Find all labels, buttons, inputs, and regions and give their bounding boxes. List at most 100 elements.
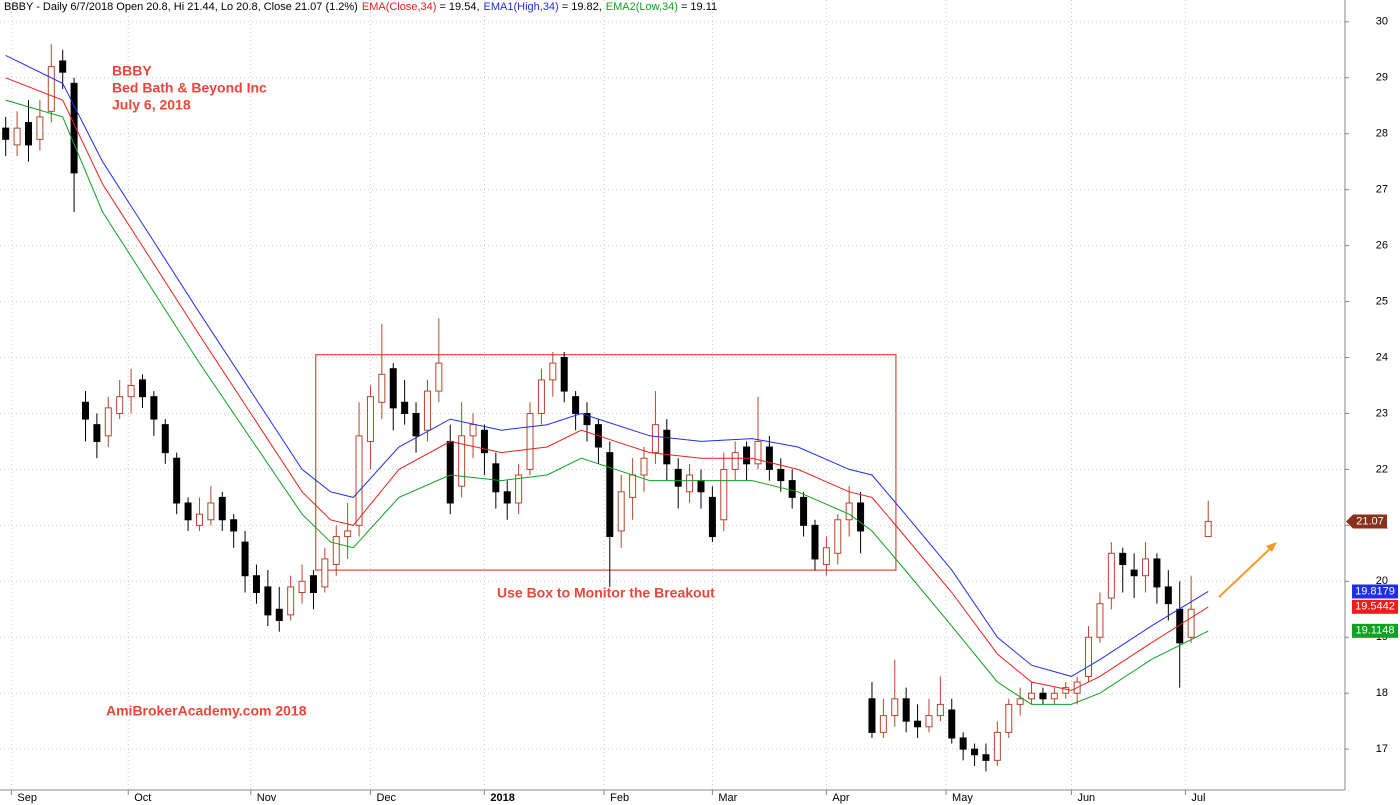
x-tick-label: Dec	[376, 792, 396, 804]
candle-body	[298, 580, 306, 593]
candle-body	[492, 463, 500, 493]
candle-body	[435, 362, 443, 392]
candle-body	[686, 474, 694, 493]
candle-body	[1153, 558, 1161, 588]
y-tick-label: 23	[1376, 407, 1388, 419]
candle-body	[1096, 603, 1104, 638]
candle-body	[150, 396, 158, 420]
candle-body	[879, 715, 887, 733]
candle-body	[868, 698, 876, 733]
candle-body	[800, 496, 808, 526]
candle-body	[412, 412, 420, 437]
monitor-box	[315, 354, 897, 571]
x-tick-label: Jun	[1077, 792, 1095, 804]
candle-body	[674, 468, 682, 487]
candle-body	[743, 446, 751, 465]
arrow	[1218, 544, 1275, 598]
candle-body	[378, 373, 386, 403]
y-tick-label: 30	[1376, 16, 1388, 28]
y-tick-label: 24	[1376, 351, 1388, 363]
close-tag-label: 21.07	[1356, 515, 1384, 527]
candle-body	[1204, 520, 1212, 538]
candle-body	[777, 468, 785, 482]
candle-body	[207, 502, 215, 521]
candle-body	[526, 412, 534, 470]
candle-body	[309, 575, 317, 593]
candle-body	[537, 379, 545, 414]
candle-body	[355, 435, 363, 526]
candle-body	[720, 468, 728, 521]
candle-body	[1062, 687, 1070, 694]
candle-body	[173, 457, 181, 504]
candle-body	[902, 698, 910, 722]
candle-body	[446, 440, 454, 504]
x-tick-label: Apr	[832, 792, 849, 804]
x-tick-label: May	[952, 792, 973, 804]
candle-body	[1028, 692, 1036, 700]
candle-body	[47, 66, 55, 112]
candle-body	[1187, 608, 1195, 638]
candle-body	[982, 754, 990, 761]
candle-body	[891, 698, 899, 717]
candle-body	[583, 412, 591, 426]
candle-body	[788, 480, 796, 498]
candle-body	[1119, 552, 1127, 566]
candle-body	[423, 390, 431, 431]
close-tag	[1346, 514, 1387, 529]
legend-value: = 19.82,	[562, 1, 602, 13]
header: BBBY - Daily 6/7/2018 Open 20.8, Hi 21.4…	[4, 1, 717, 13]
candle-body	[708, 496, 716, 538]
y-tick-label: 27	[1376, 184, 1388, 196]
candle-body	[811, 524, 819, 560]
x-tick-label: Mar	[718, 792, 737, 804]
candle-body	[936, 703, 944, 717]
candle-body	[1016, 698, 1024, 705]
y-tick-label: 20	[1376, 575, 1388, 587]
y-tick-label: 29	[1376, 72, 1388, 84]
y-tick-label: 25	[1376, 295, 1388, 307]
candle-body	[13, 127, 21, 146]
x-tick-label: Sep	[17, 792, 37, 804]
candle-body	[458, 435, 466, 487]
marks	[2, 44, 1212, 772]
ema-line	[5, 99, 1209, 705]
y-tick-label: 22	[1376, 463, 1388, 475]
y-tick-label: 28	[1376, 128, 1388, 140]
candle-body	[401, 401, 409, 414]
x-tick-label: Oct	[134, 792, 151, 804]
candle-body	[731, 452, 739, 470]
candle-body	[765, 446, 773, 470]
candle-body	[59, 60, 67, 73]
candle-body	[629, 474, 637, 498]
candle-body	[480, 429, 488, 454]
candle-body	[218, 496, 226, 521]
legend: EMA(Close,34) = 19.54, EMA1(High,34) = 19.8…	[362, 1, 717, 13]
legend-value: = 19.54,	[439, 1, 479, 13]
candle-body	[252, 575, 260, 593]
y-tick-label: 26	[1376, 240, 1388, 252]
candle-body	[24, 122, 32, 146]
candle-body	[845, 502, 853, 521]
candle-body	[834, 519, 842, 554]
candle-body	[822, 547, 830, 566]
candle-body	[993, 731, 1001, 761]
candle-body	[287, 586, 295, 616]
candle-body	[663, 429, 671, 465]
candle-body	[70, 82, 78, 174]
candle-body	[2, 127, 10, 140]
ema-line	[5, 77, 1209, 691]
x-tick-label: Feb	[610, 792, 629, 804]
candle-body	[549, 362, 557, 381]
candle-body	[503, 491, 511, 504]
candle-body	[1164, 586, 1172, 605]
box-label: Use Box to Monitor the Breakout	[497, 585, 715, 601]
price-tag	[1352, 584, 1398, 599]
candle-body	[754, 440, 762, 465]
price-tag-label: 19.5442	[1355, 601, 1395, 613]
candle-body	[36, 116, 44, 140]
candle-body	[344, 530, 352, 538]
x-tick-label: Jul	[1191, 792, 1205, 804]
legend-name: EMA1(High,34)	[484, 1, 559, 13]
candle-body	[515, 474, 523, 504]
